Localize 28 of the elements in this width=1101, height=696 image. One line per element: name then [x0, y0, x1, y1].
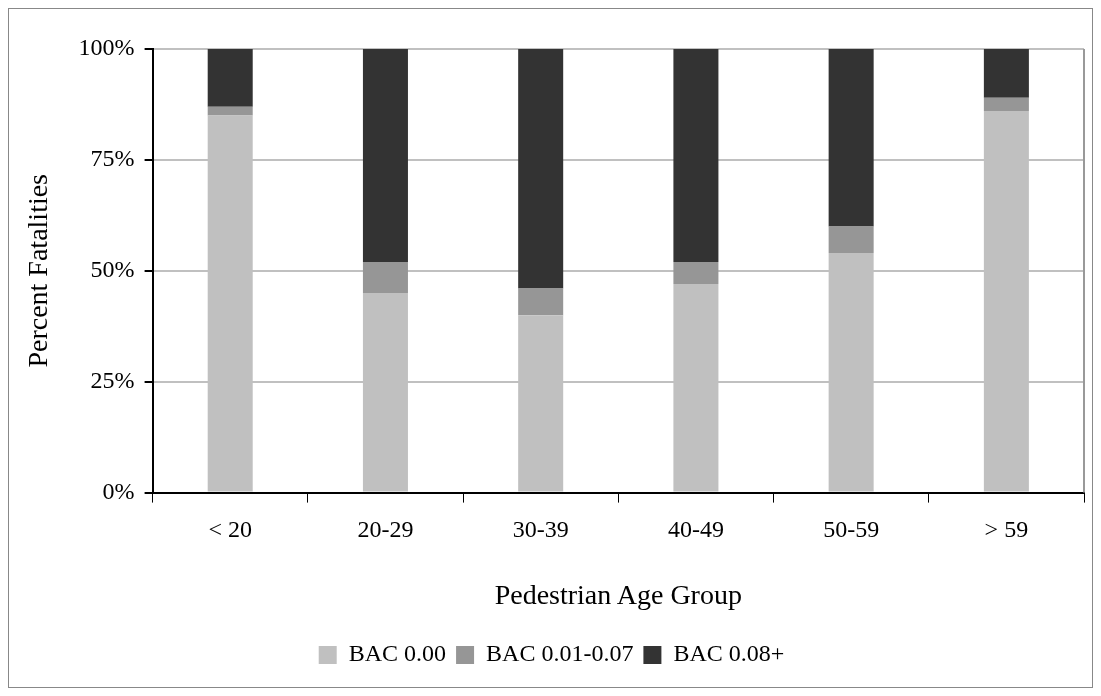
bar — [518, 49, 564, 289]
x-tick-label: > 59 — [984, 516, 1029, 543]
bar — [518, 288, 564, 316]
bar — [673, 261, 719, 285]
legend-label: BAC 0.01-0.07 — [486, 640, 634, 667]
bar — [828, 49, 874, 227]
y-tick-label: 50% — [90, 256, 135, 283]
bar — [983, 49, 1029, 98]
bar — [983, 97, 1029, 112]
bar — [207, 49, 253, 107]
x-tick-label: 20-29 — [357, 516, 414, 543]
legend-label: BAC 0.08+ — [673, 640, 785, 667]
x-tick-label: < 20 — [208, 516, 252, 543]
y-tick-label: 75% — [90, 145, 135, 172]
bar — [828, 226, 874, 254]
x-tick-label: 40-49 — [667, 516, 724, 543]
legend-label: BAC 0.00 — [348, 640, 447, 667]
bar — [362, 261, 408, 293]
x-tick-label: 30-39 — [512, 516, 569, 543]
x-axis-title: Pedestrian Age Group — [494, 578, 742, 610]
bar — [362, 49, 408, 262]
y-tick-label: 0% — [102, 477, 135, 504]
bar — [207, 106, 253, 116]
y-tick-label: 100% — [78, 34, 135, 61]
y-axis-title: Percent Fatalities — [22, 174, 54, 368]
x-tick-label: 50-59 — [823, 516, 880, 543]
bar — [673, 49, 719, 262]
y-tick-label: 25% — [90, 367, 135, 393]
